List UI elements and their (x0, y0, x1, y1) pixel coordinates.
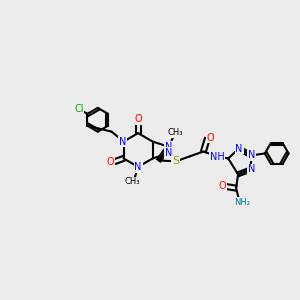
Text: N: N (134, 162, 142, 172)
Text: N: N (165, 142, 172, 152)
Text: NH: NH (210, 152, 225, 162)
Text: N: N (119, 136, 126, 147)
Text: N: N (165, 148, 172, 158)
Text: S: S (172, 156, 179, 167)
Text: N: N (248, 164, 256, 174)
Text: N: N (236, 143, 243, 154)
Text: CH₃: CH₃ (124, 177, 140, 186)
Text: CH₃: CH₃ (168, 128, 183, 137)
Text: O: O (134, 114, 142, 124)
Text: Cl: Cl (74, 104, 84, 114)
Text: O: O (218, 181, 226, 191)
Text: N: N (248, 151, 256, 160)
Text: NH₂: NH₂ (234, 197, 250, 206)
Text: O: O (206, 133, 214, 142)
Text: O: O (107, 158, 115, 167)
